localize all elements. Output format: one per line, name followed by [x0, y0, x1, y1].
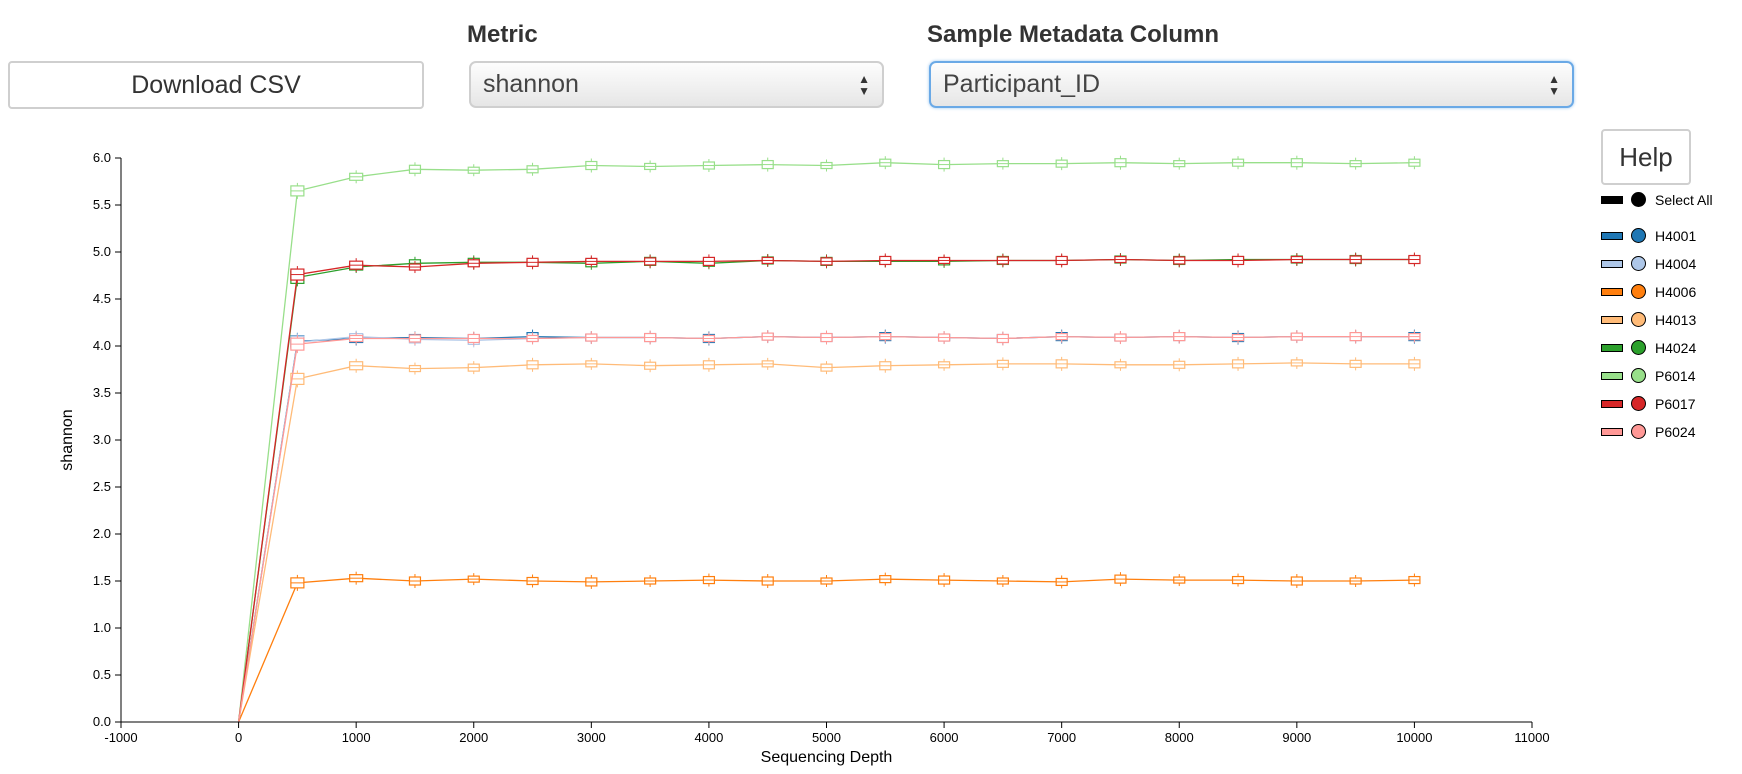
x-tick-label: -1000: [104, 730, 137, 745]
y-tick-label: 5.0: [93, 244, 111, 259]
axes-layer: -1000 0 1000 2000 3000 4000 5000 6000 7000 8000 90…: [59, 150, 1550, 766]
legend-swatch[interactable]: [1601, 344, 1623, 352]
legend-label: H4024: [1655, 340, 1697, 356]
legend-label: P6014: [1655, 368, 1696, 384]
y-tick-label: 0.0: [93, 714, 111, 729]
x-tick-label: 0: [235, 730, 242, 745]
legend-dot-icon[interactable]: [1631, 424, 1646, 439]
series-P6024: [237, 329, 1421, 723]
legend-swatch[interactable]: [1601, 232, 1623, 240]
x-tick-label: 6000: [930, 730, 959, 745]
legend-dot-icon[interactable]: [1631, 396, 1646, 411]
legend-dot-icon[interactable]: [1631, 312, 1646, 327]
legend-label: H4001: [1655, 228, 1697, 244]
select-arrows-icon: ▲ ▼: [1548, 71, 1560, 98]
metric-select[interactable]: shannon ▲ ▼: [469, 61, 884, 108]
sample-metadata-column-select[interactable]: Participant_ID ▲ ▼: [929, 61, 1574, 108]
select-all-swatch[interactable]: [1601, 196, 1623, 204]
x-tick-label: 11000: [1514, 730, 1549, 745]
series-line-H4024: [237, 258, 1415, 723]
series-layer: [237, 155, 1421, 723]
legend-dot-icon[interactable]: [1631, 228, 1646, 243]
series-P6017: [237, 252, 1421, 723]
x-axis-label: Sequencing Depth: [761, 749, 893, 766]
y-tick-label: 3.0: [93, 432, 111, 447]
y-tick-label: 5.5: [93, 197, 111, 212]
legend-dot-icon[interactable]: [1631, 284, 1646, 299]
select-arrows-icon: ▲ ▼: [858, 71, 870, 98]
x-tick-label: 1000: [342, 730, 371, 745]
y-axis-label: shannon: [59, 409, 76, 470]
series-line-H4004: [237, 335, 1415, 723]
legend-swatch[interactable]: [1601, 428, 1623, 436]
y-tick-label: 3.5: [93, 385, 111, 400]
legend-dot-icon[interactable]: [1631, 368, 1646, 383]
legend-swatch[interactable]: [1601, 316, 1623, 324]
x-tick-label: 9000: [1282, 730, 1311, 745]
legend-label: H4013: [1655, 312, 1697, 328]
sample-metadata-column-value: Participant_ID: [943, 70, 1101, 98]
help-button[interactable]: Help: [1601, 129, 1691, 185]
legend-dot-icon[interactable]: [1631, 256, 1646, 271]
legend-swatch[interactable]: [1601, 260, 1623, 268]
series-line-H4001: [237, 335, 1415, 723]
y-tick-label: 4.5: [93, 291, 111, 306]
legend-swatch[interactable]: [1601, 288, 1623, 296]
x-tick-label: 10000: [1396, 730, 1432, 745]
series-H4013: [237, 356, 1421, 723]
series-H4004: [237, 329, 1421, 723]
metric-select-value: shannon: [483, 70, 579, 98]
select-all-dot-icon[interactable]: [1631, 192, 1646, 207]
legend-dot-icon[interactable]: [1631, 340, 1646, 355]
y-tick-label: 2.5: [93, 479, 111, 494]
series-line-P6017: [237, 258, 1415, 723]
y-tick-label: 1.0: [93, 620, 111, 635]
series-line-H4013: [237, 362, 1415, 723]
legend-label: P6024: [1655, 424, 1696, 440]
download-csv-button[interactable]: Download CSV: [8, 61, 424, 109]
legend-label: H4006: [1655, 284, 1697, 300]
x-tick-label: 8000: [1165, 730, 1194, 745]
legend-label: H4004: [1655, 256, 1697, 272]
legend-swatch[interactable]: [1601, 372, 1623, 380]
y-tick-label: 0.5: [93, 667, 111, 682]
x-tick-label: 5000: [812, 730, 841, 745]
x-tick-label: 2000: [459, 730, 488, 745]
legend-swatch[interactable]: [1601, 400, 1623, 408]
y-tick-label: 4.0: [93, 338, 111, 353]
x-tick-label: 3000: [577, 730, 606, 745]
series-line-H4006: [238, 577, 1415, 723]
x-tick-label: 4000: [694, 730, 723, 745]
y-tick-label: 1.5: [93, 573, 111, 588]
series-P6014: [237, 155, 1421, 723]
y-tick-label: 6.0: [93, 150, 111, 165]
series-H4006: [238, 571, 1421, 723]
series-line-P6014: [237, 162, 1415, 723]
series-line-P6024: [237, 335, 1415, 723]
sample-metadata-column-label: Sample Metadata Column: [927, 21, 1220, 48]
x-tick-label: 7000: [1047, 730, 1076, 745]
y-tick-label: 2.0: [93, 526, 111, 541]
legend-label: P6017: [1655, 396, 1696, 412]
metric-label: Metric: [467, 21, 538, 48]
series-H4001: [237, 329, 1421, 723]
select-all-label: Select All: [1655, 192, 1713, 208]
series-H4024: [237, 252, 1421, 723]
